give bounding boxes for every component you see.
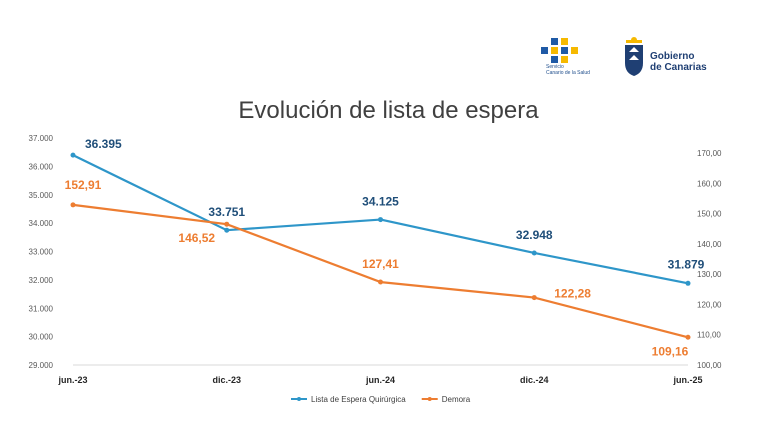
y-right-tick-label: 140,00: [697, 240, 722, 249]
y-right-tick-label: 110,00: [697, 331, 721, 340]
y-left-tick-label: 29.000: [29, 361, 54, 370]
data-point: [70, 152, 76, 158]
y-left-tick-label: 33.000: [29, 248, 54, 257]
y-left-tick-label: 31.000: [29, 304, 54, 313]
data-label: 34.125: [362, 195, 399, 209]
y-left-tick-label: 37.000: [29, 134, 54, 143]
x-tick-label: dic.-23: [212, 375, 241, 385]
data-point: [378, 279, 383, 285]
data-label: 109,16: [652, 344, 689, 358]
y-left-tick-label: 30.000: [29, 333, 54, 342]
y-left-tick-label: 34.000: [29, 219, 54, 228]
axes: 29.000 30.000 31.000 32.000 33.000 34.000 35.0…: [29, 134, 722, 385]
data-point: [378, 217, 383, 223]
data-label: 152,91: [65, 178, 102, 192]
data-point: [224, 221, 230, 227]
x-tick-label: jun.-25: [672, 375, 702, 385]
data-label: 122,28: [554, 287, 591, 301]
gobierno-canarias-logo: [625, 37, 643, 76]
y-right-tick-label: 150,00: [697, 210, 722, 219]
data-point: [685, 334, 691, 340]
data-point: [531, 250, 537, 256]
data-point: [224, 227, 230, 233]
logo-line-2: Canario de la Salud: [546, 70, 590, 76]
data-label: 127,41: [362, 257, 399, 271]
y-right-tick-label: 120,00: [697, 300, 722, 309]
logo-line-1: Gobierno: [650, 51, 695, 62]
x-tick-label: jun.-24: [365, 375, 395, 385]
servicio-canario-salud-logo: [541, 38, 578, 63]
y-left-tick-label: 32.000: [29, 276, 54, 285]
legend-label: Lista de Espera Quirúrgica: [311, 395, 406, 404]
data-label: 31.879: [668, 257, 705, 271]
data-label: 32.948: [516, 228, 553, 242]
y-right-tick-label: 130,00: [697, 270, 722, 279]
data-point: [685, 280, 691, 286]
data-point: [70, 202, 76, 208]
legend-label: Demora: [442, 395, 471, 404]
y-left-tick-label: 36.000: [29, 162, 54, 171]
y-left-tick-label: 35.000: [29, 191, 54, 200]
x-tick-label: dic.-24: [520, 375, 549, 385]
logo-line-2: de Canarias: [650, 62, 707, 73]
data-labels: 36.395 33.751 34.125 32.948 31.879 152,91 146,…: [65, 137, 705, 358]
data-label: 33.751: [208, 205, 245, 219]
data-label: 36.395: [85, 137, 122, 151]
legend: Lista de Espera Quirúrgica Demora: [291, 395, 471, 404]
y-right-tick-label: 170,00: [697, 149, 722, 158]
data-label: 146,52: [178, 231, 215, 245]
y-right-tick-label: 160,00: [697, 179, 722, 188]
series-line-demora: [72, 203, 689, 339]
x-tick-label: jun.-23: [57, 375, 87, 385]
logo-line-1: Servicio: [546, 64, 564, 70]
legend-marker: [297, 397, 301, 401]
chart-title: Evolución de lista de espera: [238, 97, 539, 124]
series-layer: [70, 152, 691, 340]
y-right-tick-label: 100,00: [697, 361, 722, 370]
servicio-canario-salud-text: Servicio Canario de la Salud: [546, 64, 626, 76]
data-point: [531, 295, 537, 301]
legend-marker: [427, 397, 432, 401]
gobierno-canarias-text: Gobierno de Canarias: [650, 51, 707, 73]
